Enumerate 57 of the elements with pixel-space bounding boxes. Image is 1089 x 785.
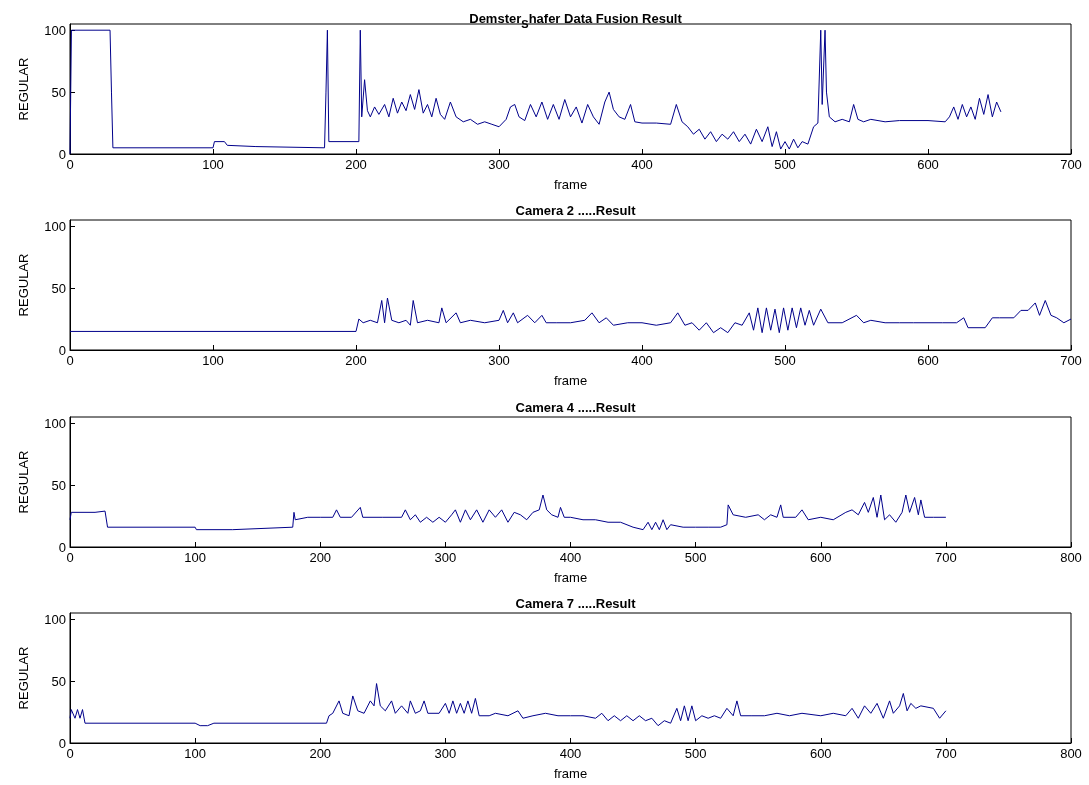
x-tick-label: 400 [631,353,653,369]
y-axis-title: REGULAR [16,57,31,121]
x-tick-label: 200 [345,353,367,369]
y-tick-label: 0 [58,146,66,162]
chart-title: Camera 2 .....Result [515,203,637,219]
chart-title: Camera 4 .....Result [515,399,637,415]
x-tick-label: 200 [309,745,332,761]
x-tick-label: 700 [935,745,957,761]
y-tick-label: 100 [44,22,66,38]
x-tick-label: 300 [434,549,457,565]
x-tick-label: 500 [774,353,796,369]
y-tick-label: 50 [51,280,66,296]
x-axis-title: frame [553,177,588,192]
x-tick-label: 700 [1060,157,1082,172]
x-tick-label: 800 [1060,745,1082,761]
y-axis-title: REGULAR [16,450,31,513]
y-tick-label: 50 [51,477,66,493]
x-tick-label: 800 [1060,549,1082,565]
y-axis-title: REGULAR [16,646,31,710]
y-tick-label: 0 [58,735,66,751]
x-tick-label: 500 [684,549,707,565]
x-tick-label: 500 [774,157,796,172]
chart-title: Camera 7 .....Result [515,595,637,611]
x-tick-label: 100 [202,353,224,369]
x-tick-label: 600 [917,157,939,172]
y-tick-label: 50 [51,84,66,100]
line-series [69,29,1002,155]
x-axis-title: frame [553,373,588,389]
y-axis-title: REGULAR [16,253,31,317]
line-series [69,682,947,726]
y-tick-label: 50 [51,673,66,689]
x-tick-label: 600 [917,353,939,369]
x-tick-label: 700 [1060,353,1082,369]
x-tick-label: 700 [935,549,957,565]
x-tick-label: 100 [184,549,206,565]
y-tick-label: 0 [58,539,66,554]
x-tick-label: 300 [488,353,510,369]
x-tick-label: 400 [631,157,653,172]
line-series [69,297,1072,334]
x-axis-title: frame [553,569,588,585]
x-tick-label: 600 [809,549,832,565]
x-tick-label: 300 [434,745,457,761]
y-tick-label: 0 [58,342,66,358]
y-tick-label: 100 [44,415,66,431]
x-tick-label: 400 [559,549,582,565]
x-tick-label: 600 [809,745,832,761]
x-tick-label: 200 [345,157,367,172]
y-tick-label: 100 [44,611,66,627]
y-tick-label: 100 [44,218,66,234]
x-tick-label: 100 [202,157,224,172]
x-tick-label: 200 [309,549,332,565]
x-tick-label: 100 [184,745,206,761]
x-axis-title: frame [553,765,588,781]
line-series [69,494,947,530]
x-tick-label: 400 [559,745,582,761]
x-tick-label: 500 [684,745,707,761]
x-tick-label: 300 [488,157,510,172]
